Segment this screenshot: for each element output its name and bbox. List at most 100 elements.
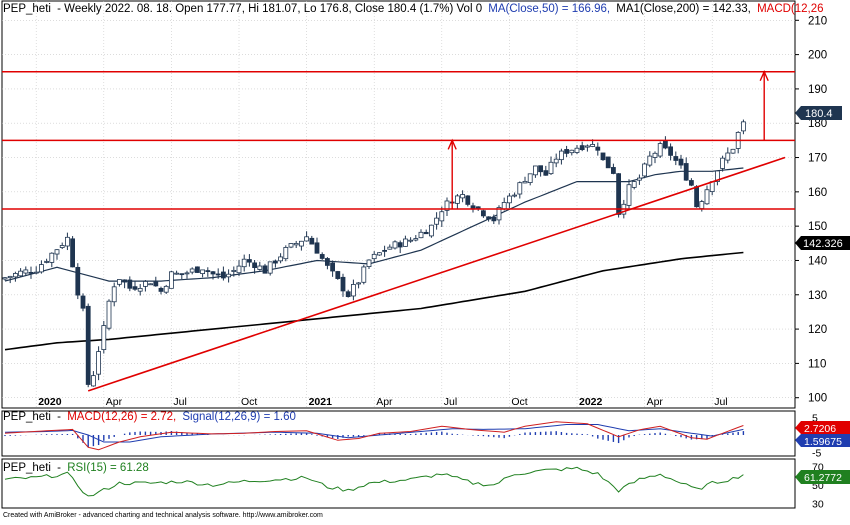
candle-body: [392, 241, 398, 249]
candle-body: [371, 253, 377, 260]
candle-body: [376, 252, 382, 256]
candle-body: [314, 242, 320, 254]
macd-pane: [4, 421, 745, 451]
candle-body: [309, 237, 315, 245]
candle-body: [585, 145, 590, 148]
candle-body: [127, 279, 133, 289]
candle-body: [699, 201, 705, 209]
candle-body: [600, 152, 606, 161]
annotations: [2, 70, 795, 392]
candle-body: [111, 286, 117, 303]
candle-body: [200, 269, 206, 275]
y-tick-label: 110: [808, 358, 826, 370]
candle-body: [262, 265, 268, 274]
x-tick-label: Apr: [376, 396, 393, 408]
candle-body: [319, 254, 325, 259]
candle-body: [137, 287, 143, 292]
x-tick-label: Jul: [444, 396, 457, 408]
candle-body: [59, 245, 65, 248]
candle-body: [241, 258, 247, 268]
candle-body: [730, 148, 736, 154]
candle-body: [361, 266, 367, 283]
rsi-line: [4, 466, 744, 497]
candle-body: [288, 243, 294, 248]
candle-body: [486, 216, 492, 220]
candle-body: [460, 194, 466, 199]
macd-header: PEP_heti - MACD(12,26) = 2.72, Signal(12…: [3, 411, 296, 423]
candle-body: [611, 167, 616, 174]
candle-body: [257, 265, 263, 270]
candle-body: [366, 259, 372, 267]
candle-body: [439, 211, 445, 222]
candle-body: [626, 184, 632, 206]
candle-body: [75, 266, 81, 296]
badge-price-text: 180.4: [805, 108, 833, 120]
candle-body: [132, 286, 138, 290]
candle-body: [454, 195, 460, 204]
candles: [2, 119, 746, 388]
candle-body: [382, 249, 388, 252]
x-tick-label: Apr: [106, 396, 123, 408]
candle-body: [304, 236, 310, 242]
candle-body: [70, 238, 75, 268]
candle-body: [397, 242, 403, 248]
candle-body: [345, 291, 351, 298]
candle-body: [652, 152, 658, 158]
candle-body: [252, 262, 258, 268]
candle-body: [12, 273, 18, 278]
candle-body: [725, 152, 731, 161]
candle-body: [23, 269, 29, 274]
candle-body: [293, 243, 299, 246]
candle-body: [720, 157, 725, 169]
candle-body: [574, 147, 580, 153]
rsi-y-tick-label: 50: [812, 480, 824, 492]
candle-body: [631, 181, 637, 188]
candle-body: [663, 140, 668, 149]
candle-body: [522, 180, 528, 184]
candle-body: [605, 156, 611, 169]
candle-body: [298, 240, 304, 247]
candle-body: [428, 224, 434, 237]
candle-body: [741, 121, 746, 132]
y-tick-label: 130: [808, 290, 827, 302]
candle-body: [387, 246, 393, 250]
candle-body: [283, 247, 289, 260]
candle-body: [246, 259, 252, 263]
rsi-header: PEP_heti - RSI(15) = 61.28: [3, 462, 149, 474]
candle-body: [694, 186, 699, 208]
candle-body: [543, 170, 549, 176]
candle-body: [616, 173, 621, 215]
y-tick-label: 170: [808, 153, 827, 165]
header-line: PEP_heti - Weekly 2022. 08. 18. Open 177…: [3, 3, 824, 15]
candle-body: [418, 231, 424, 239]
candle-body: [28, 271, 34, 274]
candle-body: [444, 200, 450, 211]
candle-body: [174, 272, 180, 275]
candle-body: [324, 258, 330, 266]
badge-rsi-text: 61.2772: [804, 472, 842, 484]
footer-credit: Created with AmiBroker - advanced charti…: [3, 512, 323, 519]
candle-body: [142, 281, 148, 287]
candle-body: [637, 177, 642, 181]
candle-body: [647, 155, 653, 166]
candle-body: [33, 271, 39, 274]
candle-body: [553, 158, 559, 164]
target-arrow-head: [447, 138, 457, 150]
candle-body: [340, 276, 346, 292]
macd-header-ticker: PEP_heti: [3, 411, 51, 423]
candle-body: [538, 165, 543, 173]
candle-body: [85, 305, 91, 385]
macd-header-sep: -: [57, 411, 61, 423]
rsi-y-tick-label: 30: [812, 498, 824, 510]
candle-body: [423, 231, 429, 235]
candle-body: [689, 180, 694, 186]
badge-ma200: 142.326: [795, 236, 850, 250]
candle-body: [657, 143, 663, 157]
candle-body: [215, 273, 221, 276]
candle-body: [91, 375, 96, 387]
header-ticker: PEP_heti: [3, 3, 51, 15]
candle-body: [569, 149, 575, 154]
header-info: - Weekly 2022. 08. 18. Open 177.77, Hi 1…: [57, 3, 482, 15]
candle-body: [189, 268, 195, 273]
candle-body: [194, 266, 200, 273]
